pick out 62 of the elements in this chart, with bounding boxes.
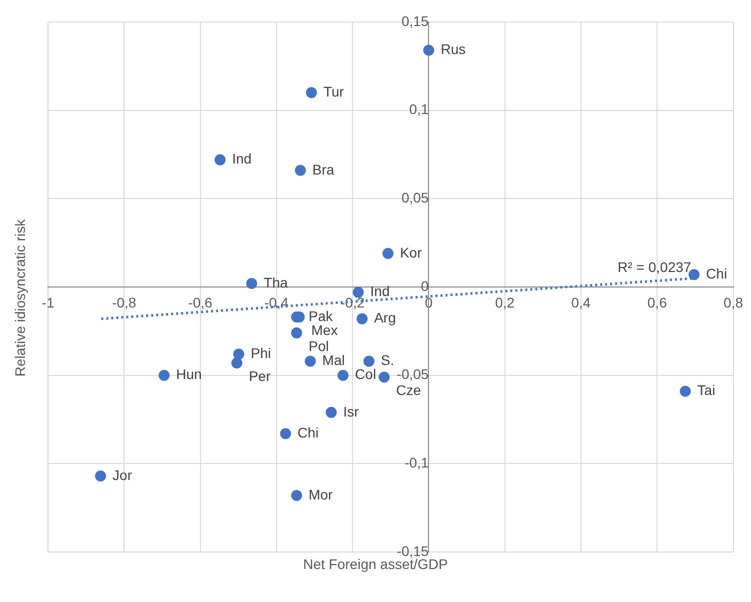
annotation: Tai [697, 382, 716, 398]
point [246, 278, 258, 289]
x-axis-title: Net Foreign asset/GDP [302, 556, 449, 572]
point [423, 44, 434, 56]
annotation: Bra [312, 161, 334, 178]
annotation: Tha [264, 274, 288, 290]
x-tick-label: 0,4 [571, 294, 591, 310]
annotation: Isr [343, 403, 360, 420]
annotation: Ind [232, 150, 252, 167]
point [231, 357, 242, 368]
x-tick-label: -1 [42, 294, 54, 310]
y-tick-label: 0,05 [401, 190, 429, 206]
annotation: Ind [370, 283, 390, 300]
annotation: Per [248, 368, 271, 384]
annotation: Tur [323, 84, 344, 100]
point [356, 313, 368, 324]
annotation: Mal [322, 352, 345, 368]
annotation: S. [380, 352, 394, 368]
annotation: Pol [308, 338, 329, 354]
x-tick-label: -0,8 [112, 294, 136, 310]
point [326, 406, 337, 418]
x-tick-label: 0,6 [647, 294, 668, 310]
point [214, 154, 226, 166]
annotation: Chi [706, 265, 728, 282]
point [294, 164, 306, 176]
point [158, 370, 170, 381]
point [304, 356, 316, 367]
annotation: Chi [298, 424, 319, 440]
annotation: Pak [308, 308, 334, 324]
annotation: Mor [308, 486, 334, 502]
point [363, 356, 374, 367]
annotation: Mex [311, 322, 338, 338]
point [338, 370, 349, 381]
point [291, 490, 302, 501]
point [382, 248, 394, 259]
point [95, 470, 106, 482]
y-tick-label: -0,05 [396, 366, 429, 382]
annotation: Cze [396, 382, 422, 398]
y-tick-label: -0,1 [404, 454, 429, 471]
point [306, 87, 317, 98]
point [352, 286, 364, 298]
y-axis-title: Relative idiosyncratic risk [12, 218, 28, 379]
annotation: Rus [440, 41, 466, 58]
annotation: Hun [176, 366, 202, 382]
point [680, 386, 691, 397]
annotation: R² = 0,0237 [618, 259, 692, 276]
annotation: Jor [112, 466, 132, 483]
point [280, 428, 292, 440]
y-tick-label: 0,1 [409, 101, 429, 118]
y-tick-label: 0,15 [401, 12, 429, 29]
point [378, 372, 390, 383]
point [688, 269, 700, 280]
point [233, 348, 244, 360]
point [291, 327, 302, 338]
x-tick-label: -0,6 [188, 294, 213, 310]
x-tick-label: 0,8 [724, 294, 744, 310]
x-tick-label: 0,2 [495, 294, 515, 310]
annotation: Kor [400, 244, 422, 260]
annotation: Col [355, 366, 376, 382]
annotation: Phi [250, 344, 271, 361]
annotation: Arg [374, 310, 396, 326]
y-tick-label: -0,15 [396, 542, 429, 559]
